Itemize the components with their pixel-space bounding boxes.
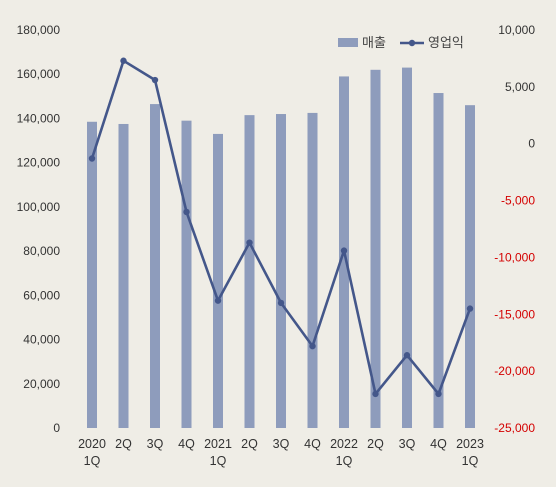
point-operating-profit [466, 305, 474, 312]
y-right-tick-label: -25,000 [494, 421, 535, 435]
x-tick-label: 3Q [399, 437, 416, 451]
x-tick-label: 1Q [84, 454, 101, 468]
y-left-tick-label: 100,000 [17, 200, 61, 214]
y-right-tick-label: -15,000 [494, 307, 535, 321]
bar-revenue [433, 93, 444, 429]
point-operating-profit [403, 352, 411, 359]
x-tick-label: 4Q [430, 437, 447, 451]
legend-swatch-revenue [338, 38, 358, 47]
y-left-tick-label: 20,000 [23, 377, 60, 391]
bar-revenue [276, 114, 286, 429]
bar-revenue [118, 123, 129, 428]
x-tick-label: 3Q [147, 437, 164, 451]
point-operating-profit [120, 57, 127, 64]
point-operating-profit [277, 299, 285, 307]
bar-revenue [181, 120, 192, 429]
x-tick-label: 2Q [241, 437, 258, 451]
x-tick-label: 2023 [456, 437, 484, 451]
x-tick-label: 1Q [462, 454, 479, 468]
x-tick-label: 4Q [304, 437, 321, 451]
point-operating-profit [88, 155, 96, 162]
y-left-tick-label: 120,000 [17, 156, 61, 170]
point-operating-profit [435, 390, 442, 398]
point-operating-profit [246, 239, 253, 246]
bar-revenue [465, 105, 475, 428]
x-tick-label: 2022 [330, 437, 358, 451]
y-left-tick-label: 60,000 [23, 288, 60, 302]
point-operating-profit [309, 342, 316, 350]
x-tick-label: 1Q [336, 454, 353, 468]
point-operating-profit [214, 297, 222, 304]
y-left-tick-label: 140,000 [17, 111, 61, 125]
point-operating-profit [340, 247, 348, 254]
y-left-tick-label: 160,000 [17, 67, 61, 81]
legend-marker-operating-profit [408, 39, 416, 47]
x-tick-label: 1Q [210, 454, 227, 468]
y-left-tick-label: 80,000 [23, 244, 60, 258]
x-tick-label: 2021 [204, 437, 232, 451]
y-right-tick-label: -20,000 [494, 364, 535, 378]
y-right-tick-label: 10,000 [498, 23, 535, 37]
bar-revenue [150, 104, 160, 429]
x-tick-label: 2Q [115, 437, 132, 451]
legend-label-operating-profit: 영업익 [428, 35, 464, 50]
point-operating-profit [183, 208, 190, 216]
bar-revenue [370, 69, 381, 429]
legend-label-revenue: 매출 [362, 35, 386, 50]
y-right-tick-label: 5,000 [505, 80, 535, 94]
bar-revenue [87, 121, 97, 428]
y-left-tick-label: 40,000 [23, 333, 60, 347]
x-tick-label: 4Q [178, 437, 195, 451]
y-right-tick-label: -10,000 [494, 250, 535, 264]
point-operating-profit [151, 76, 159, 84]
bar-revenue [213, 133, 223, 428]
y-left-tick-label: 180,000 [17, 23, 61, 37]
x-tick-label: 2Q [367, 437, 384, 451]
y-right-tick-label: 0 [528, 137, 535, 151]
bar-revenue [307, 112, 318, 429]
bar-revenue [244, 115, 255, 428]
bar-revenue [402, 67, 412, 428]
y-right-tick-label: -5,000 [501, 194, 535, 208]
y-left-tick-label: 0 [53, 421, 60, 435]
x-tick-label: 2020 [78, 437, 106, 451]
point-operating-profit [372, 390, 379, 398]
x-tick-label: 3Q [273, 437, 290, 451]
